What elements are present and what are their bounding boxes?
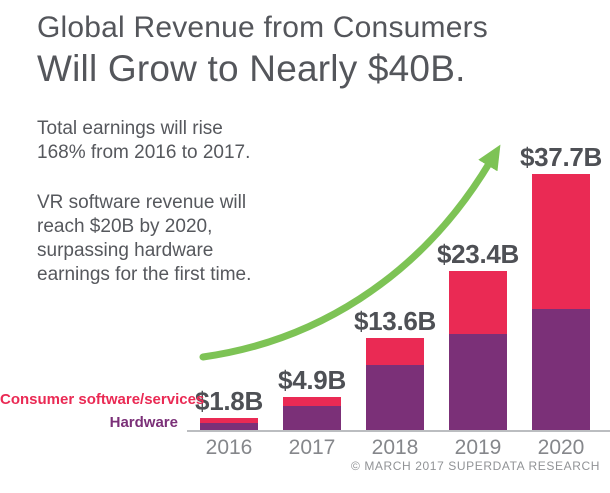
bar-segment-hardware-2020 [532,308,590,430]
x-axis-label-2016: 2016 [205,436,253,459]
bar-value-label-2019: $23.4B [436,238,520,269]
legend-software-label: Consumer software/services [0,391,205,408]
page-title: Global Revenue from Consumers Will Grow … [37,8,488,91]
bar-value-label-2016: $1.8B [195,385,263,416]
copyright-text: © MARCH 2017 SUPERDATA RESEARCH [350,459,600,473]
legend: Consumer software/services Hardware [0,388,205,434]
bar-segment-software-2019 [449,270,507,335]
bar-segment-software-2020 [532,173,590,309]
x-axis-label-2020: 2020 [537,436,585,459]
bar-value-label-2017: $4.9B [278,364,346,395]
bar-segment-hardware-2018 [366,364,424,430]
bar-segment-software-2016 [200,417,258,423]
x-axis-label-2017: 2017 [288,436,336,459]
bar-segment-hardware-2016 [200,422,258,430]
bar-segment-hardware-2017 [283,405,341,430]
x-axis-line [187,430,610,432]
x-axis-label-2018: 2018 [371,436,419,459]
legend-hardware-label: Hardware [109,414,178,431]
bar-segment-hardware-2019 [449,334,507,430]
bar-value-label-2020: $37.7B [519,141,603,172]
bar-segment-software-2018 [366,337,424,365]
bar-segment-software-2017 [283,396,341,406]
x-axis-label-2019: 2019 [454,436,502,459]
bar-value-label-2018: $13.6B [353,305,437,336]
annotation-earnings-rise: Total earnings will rise 168% from 2016 … [37,118,251,163]
title-line-2: Will Grow to Nearly $40B. [37,48,466,89]
title-line-1: Global Revenue from Consumers [37,11,488,44]
